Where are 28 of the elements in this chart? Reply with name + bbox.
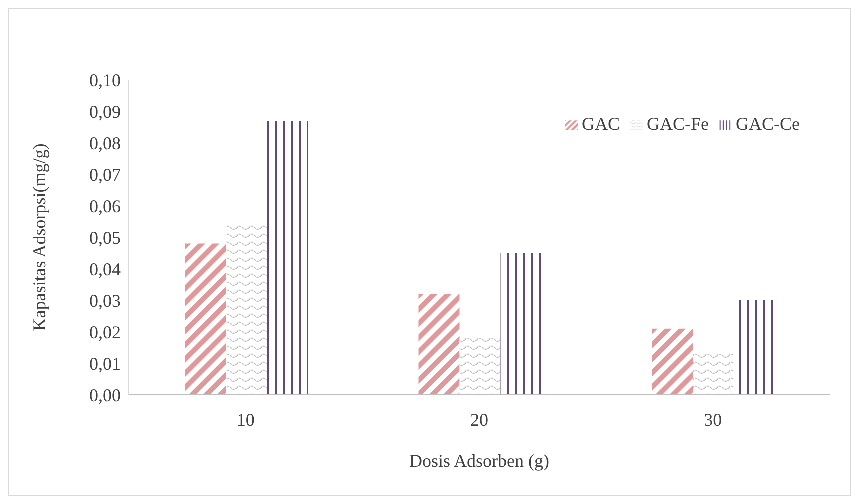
y-axis-title: Kapasitas Adsorpsi(mg/g) xyxy=(29,144,50,332)
bar xyxy=(185,244,226,395)
legend-label: GAC xyxy=(582,114,620,134)
bar xyxy=(267,120,308,395)
bar xyxy=(226,224,268,395)
legend-label: GAC-Fe xyxy=(647,114,709,134)
y-tick-label: 0,00 xyxy=(90,385,121,406)
y-tick-label: 0,10 xyxy=(90,70,121,90)
x-tick-label: 20 xyxy=(470,410,488,430)
bar xyxy=(652,328,694,395)
bar xyxy=(500,253,542,395)
y-tick-label: 0,02 xyxy=(90,322,121,342)
y-tick-label: 0,09 xyxy=(90,102,121,122)
y-tick-label: 0,06 xyxy=(90,196,121,216)
y-tick-label: 0,05 xyxy=(90,228,121,248)
x-tick-label: 30 xyxy=(704,410,722,430)
y-tick-label: 0,08 xyxy=(90,133,121,154)
bar xyxy=(693,354,734,395)
legend-label: GAC-Ce xyxy=(736,114,800,134)
x-tick-label: 10 xyxy=(236,410,255,430)
y-tick-label: 0,03 xyxy=(90,290,121,311)
y-tick-label: 0,01 xyxy=(90,354,121,374)
x-axis-title: Dosis Adsorben (g) xyxy=(410,451,550,471)
bar xyxy=(734,300,776,395)
y-tick-label: 0,04 xyxy=(90,259,121,280)
bar xyxy=(418,294,460,395)
y-tick-label: 0,07 xyxy=(90,164,121,185)
bar xyxy=(460,338,501,395)
